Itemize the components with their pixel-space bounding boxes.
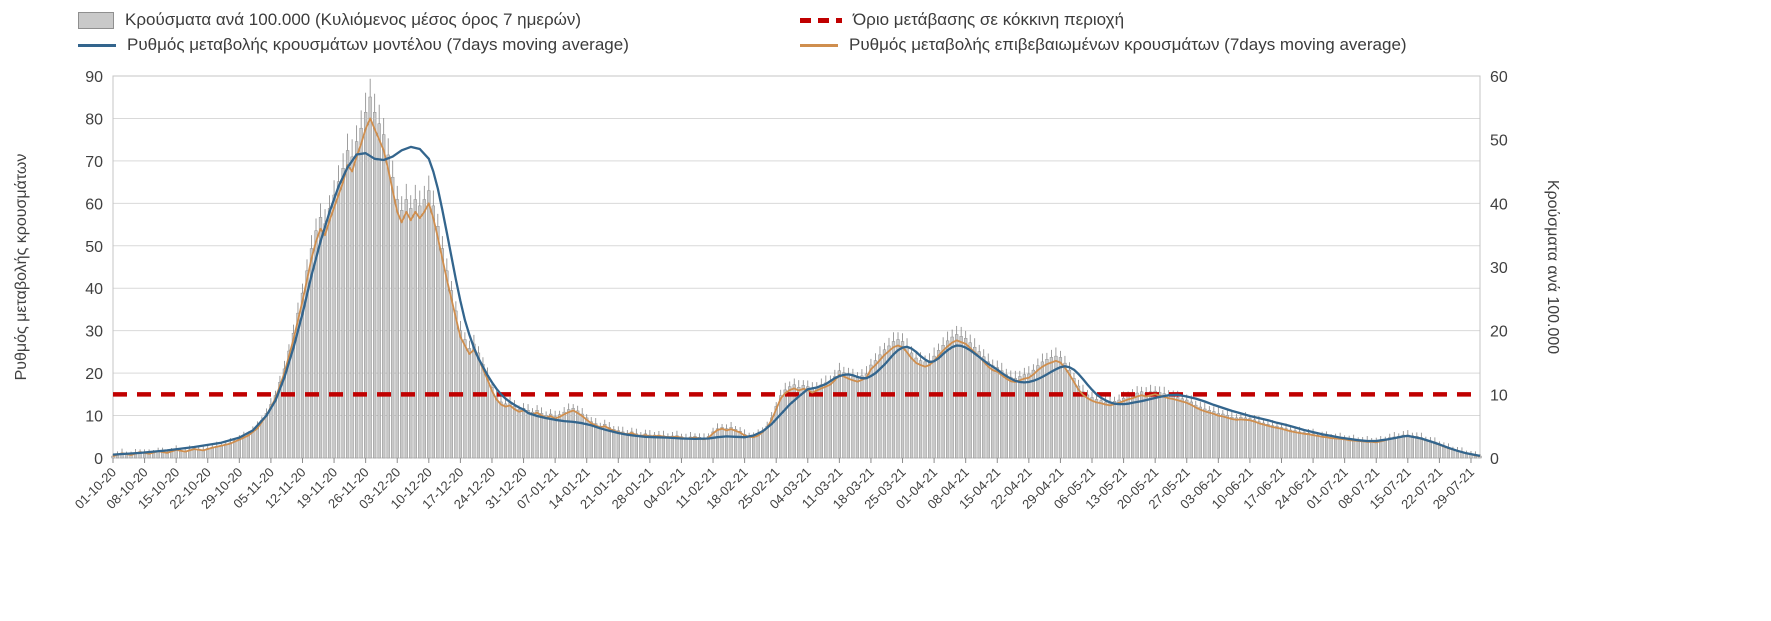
- model-cases-line: [112, 145, 1481, 458]
- svg-text:40: 40: [85, 281, 103, 298]
- x-axis-tick-labels: 01-10-2008-10-2015-10-2022-10-2029-10-20…: [72, 458, 1477, 512]
- right-axis-title: Κρούσματα ανά 100.000: [1544, 180, 1561, 354]
- right-axis-tick-labels: 0 10 20 30 40 50 60: [1490, 69, 1508, 468]
- svg-text:10: 10: [85, 409, 103, 426]
- legend-item-bars: Κρούσματα ανά 100.000 (Κυλιόμενος μέσος …: [78, 10, 800, 30]
- legend-item-threshold: Όριο μετάβασης σε κόκκινη περιοχή: [800, 10, 1771, 30]
- bar-series-swatch: [78, 11, 114, 29]
- left-axis-title: Ρυθμός μεταβολής κρουσμάτων: [13, 154, 30, 381]
- svg-text:10: 10: [1490, 387, 1508, 404]
- svg-text:80: 80: [85, 111, 103, 128]
- legend-item-confirmed-line: Ρυθμός μεταβολής επιβεβαιωμένων κρουσμάτ…: [800, 35, 1771, 55]
- svg-text:40: 40: [1490, 196, 1508, 213]
- chart-plot-area: 0 10 20 30 40 50 60 70 80 90 0 10 20 30 40 50 60 01-10-20…: [13, 69, 1561, 512]
- threshold-swatch: [800, 17, 842, 23]
- svg-text:90: 90: [85, 69, 103, 86]
- legend-label-confirmed-line: Ρυθμός μεταβολής επιβεβαιωμένων κρουσμάτ…: [849, 35, 1407, 54]
- svg-text:0: 0: [1490, 451, 1499, 468]
- plot-border: [112, 75, 1481, 459]
- svg-text:20: 20: [1490, 324, 1508, 341]
- svg-text:60: 60: [1490, 69, 1508, 86]
- confirmed-line-swatch: [800, 43, 838, 47]
- svg-text:50: 50: [1490, 133, 1508, 150]
- bars-series: [111, 78, 1482, 459]
- svg-text:30: 30: [1490, 260, 1508, 277]
- confirmed-cases-line: [112, 117, 1481, 458]
- model-line-swatch: [78, 43, 116, 47]
- svg-text:50: 50: [85, 239, 103, 256]
- svg-text:20: 20: [85, 366, 103, 383]
- legend-row-1: Κρούσματα ανά 100.000 (Κυλιόμενος μέσος …: [78, 10, 1771, 30]
- legend-item-model-line: Ρυθμός μεταβολής κρουσμάτων μοντέλου (7d…: [78, 35, 800, 55]
- legend-label-bars: Κρούσματα ανά 100.000 (Κυλιόμενος μέσος …: [125, 10, 582, 29]
- svg-text:0: 0: [94, 451, 103, 468]
- legend-row-2: Ρυθμός μεταβολής κρουσμάτων μοντέλου (7d…: [78, 35, 1771, 55]
- chart-legend: Κρούσματα ανά 100.000 (Κυλιόμενος μέσος …: [0, 0, 1771, 55]
- svg-text:70: 70: [85, 154, 103, 171]
- svg-text:60: 60: [85, 196, 103, 213]
- legend-label-model-line: Ρυθμός μεταβολής κρουσμάτων μοντέλου (7d…: [127, 35, 629, 54]
- gridlines: [113, 75, 1480, 459]
- legend-label-threshold: Όριο μετάβασης σε κόκκινη περιοχή: [853, 10, 1125, 29]
- svg-text:30: 30: [85, 324, 103, 341]
- left-axis-tick-labels: 0 10 20 30 40 50 60 70 80 90: [85, 69, 103, 468]
